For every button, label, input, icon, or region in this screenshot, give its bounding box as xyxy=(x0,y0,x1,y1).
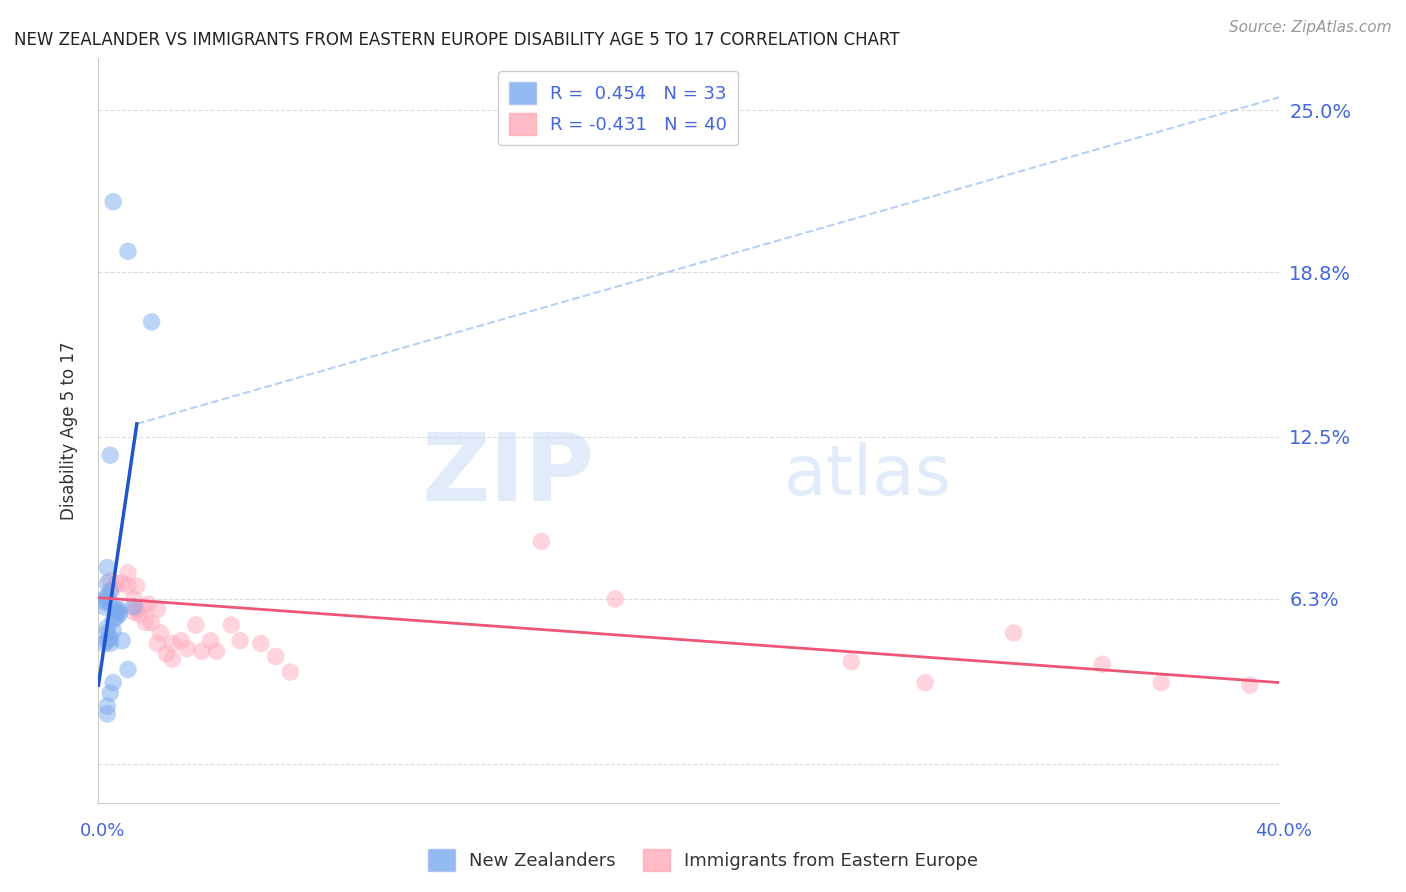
Point xyxy=(98,636,121,650)
Text: atlas: atlas xyxy=(783,442,952,508)
Point xyxy=(184,618,207,632)
Point xyxy=(122,591,145,606)
Point xyxy=(96,626,118,640)
Point xyxy=(111,576,134,591)
Point xyxy=(96,706,118,721)
Point xyxy=(117,566,139,580)
Text: Source: ZipAtlas.com: Source: ZipAtlas.com xyxy=(1229,20,1392,35)
Point xyxy=(149,626,172,640)
Point xyxy=(1239,678,1261,692)
Point xyxy=(141,615,163,630)
Point xyxy=(841,655,863,669)
Point xyxy=(135,615,157,630)
Point xyxy=(96,621,118,635)
Point xyxy=(96,576,118,591)
Point xyxy=(98,574,121,588)
Point xyxy=(162,652,183,666)
Point xyxy=(132,599,155,614)
Point xyxy=(914,675,936,690)
Point xyxy=(93,599,115,614)
Point xyxy=(200,633,222,648)
Point xyxy=(122,599,145,614)
Point xyxy=(1002,626,1025,640)
Point xyxy=(103,613,125,627)
Point xyxy=(122,605,145,619)
Point xyxy=(530,534,553,549)
Point xyxy=(103,624,125,638)
Point xyxy=(229,633,252,648)
Point xyxy=(146,636,169,650)
Point xyxy=(105,602,128,616)
Point xyxy=(155,647,177,661)
Point xyxy=(98,448,121,462)
Text: NEW ZEALANDER VS IMMIGRANTS FROM EASTERN EUROPE DISABILITY AGE 5 TO 17 CORRELATI: NEW ZEALANDER VS IMMIGRANTS FROM EASTERN… xyxy=(14,31,900,49)
Point xyxy=(117,663,139,677)
Point xyxy=(1150,675,1173,690)
Point xyxy=(170,633,193,648)
Point xyxy=(1091,657,1114,672)
Point xyxy=(125,602,148,616)
Point xyxy=(176,641,198,656)
Point xyxy=(205,644,228,658)
Text: 0.0%: 0.0% xyxy=(80,822,125,840)
Point xyxy=(191,644,214,658)
Point xyxy=(105,605,128,619)
Point xyxy=(96,590,118,604)
Text: ZIP: ZIP xyxy=(422,429,595,521)
Point xyxy=(250,636,273,650)
Point xyxy=(221,618,243,632)
Point xyxy=(98,686,121,700)
Text: 40.0%: 40.0% xyxy=(1256,822,1312,840)
Point xyxy=(605,591,627,606)
Point xyxy=(96,699,118,714)
Point xyxy=(103,582,125,596)
Point xyxy=(105,576,128,591)
Point xyxy=(141,315,163,329)
Point xyxy=(93,636,115,650)
Point xyxy=(105,610,128,624)
Point xyxy=(146,602,169,616)
Y-axis label: Disability Age 5 to 17: Disability Age 5 to 17 xyxy=(59,341,77,520)
Point xyxy=(264,649,287,664)
Point xyxy=(93,591,115,606)
Point xyxy=(96,560,118,574)
Point xyxy=(138,597,160,611)
Point xyxy=(98,631,121,645)
Point xyxy=(117,579,139,593)
Point xyxy=(103,194,125,209)
Point xyxy=(96,633,118,648)
Point xyxy=(98,597,121,611)
Point xyxy=(98,584,121,599)
Point xyxy=(103,675,125,690)
Point xyxy=(117,244,139,259)
Point xyxy=(162,636,183,650)
Point xyxy=(93,594,115,608)
Point xyxy=(108,605,131,619)
Legend: New Zealanders, Immigrants from Eastern Europe: New Zealanders, Immigrants from Eastern … xyxy=(420,842,986,879)
Point xyxy=(111,633,134,648)
Legend: R =  0.454   N = 33, R = -0.431   N = 40: R = 0.454 N = 33, R = -0.431 N = 40 xyxy=(498,70,738,145)
Point xyxy=(108,602,131,616)
Point xyxy=(128,607,150,622)
Point xyxy=(280,665,302,680)
Point xyxy=(108,607,131,622)
Point xyxy=(125,579,148,593)
